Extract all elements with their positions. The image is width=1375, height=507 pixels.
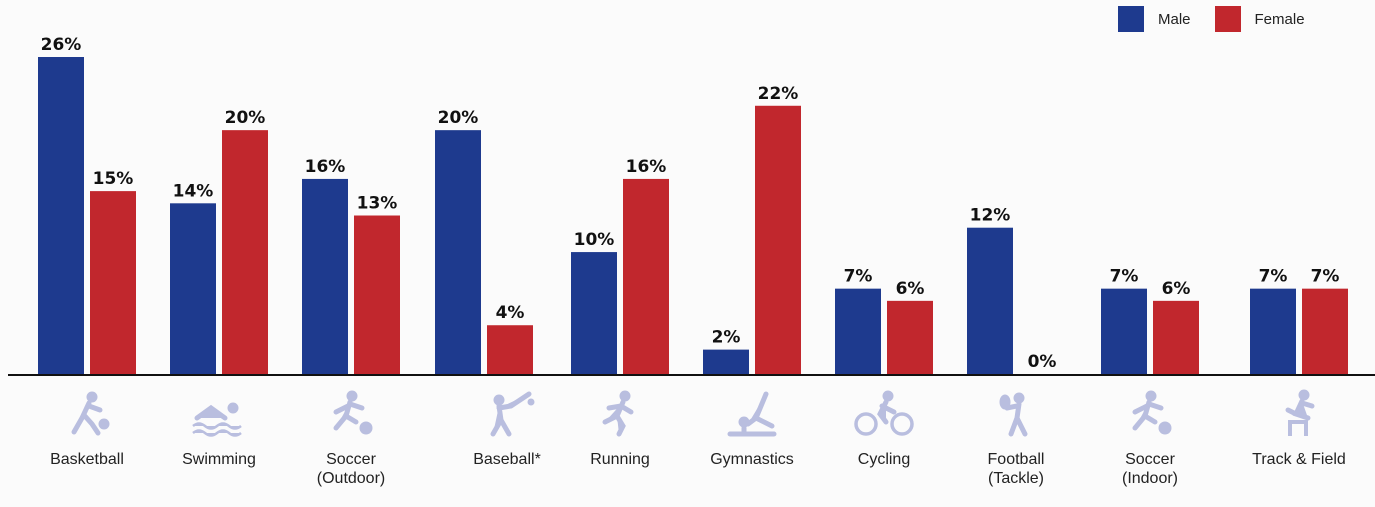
running-icon xyxy=(602,390,634,437)
category-label: Soccer (Indoor) xyxy=(1121,451,1179,487)
category-label: Gymnastics xyxy=(710,451,794,468)
category-football-tackle: Football (Tackle) xyxy=(951,380,1081,488)
category-soccer-indoor: Soccer (Indoor) xyxy=(1085,380,1215,488)
bar-female-9 xyxy=(1302,288,1348,374)
category-row: Basketball Swimming Soccer (Outdoor) Bas… xyxy=(0,380,1375,507)
bar-female-8 xyxy=(1153,300,1199,374)
category-track-field: Track & Field xyxy=(1234,380,1364,469)
data-label-male-5: 2% xyxy=(712,328,741,348)
bar-female-5 xyxy=(755,105,801,375)
category-label: Soccer (Outdoor) xyxy=(316,451,386,487)
data-label-male-9: 7% xyxy=(1259,267,1288,287)
legend-label-male: Male xyxy=(1158,10,1191,28)
data-label-female-5: 22% xyxy=(758,84,799,104)
bar-male-5 xyxy=(703,349,749,374)
legend-item-male: Male xyxy=(1118,6,1191,32)
basketball-icon xyxy=(71,391,110,436)
cycling-icon xyxy=(854,390,914,436)
bar-male-2 xyxy=(302,178,348,374)
bar-male-4 xyxy=(571,252,617,374)
bar-female-4 xyxy=(623,178,669,374)
category-label: Football (Tackle) xyxy=(987,451,1045,487)
category-label: Cycling xyxy=(857,451,911,468)
legend-swatch-male xyxy=(1118,6,1144,32)
category-label: Basketball xyxy=(50,451,124,468)
track-field-icon xyxy=(1285,389,1315,436)
category-label: Baseball* xyxy=(473,451,541,468)
data-label-male-2: 16% xyxy=(305,157,346,177)
bar-female-2 xyxy=(354,215,400,374)
data-label-male-4: 10% xyxy=(574,230,615,250)
bar-male-9 xyxy=(1250,288,1296,374)
data-label-male-8: 7% xyxy=(1110,267,1139,287)
bar-chart: 26% 14% 16% 20% 10% 2% 7% 12% 7% 7% 15% 20% 13% 4% 16%… xyxy=(8,35,1375,376)
data-label-female-8: 6% xyxy=(1162,279,1191,299)
bar-female-3 xyxy=(487,325,533,374)
data-label-female-1: 20% xyxy=(225,108,266,128)
data-label-female-9: 7% xyxy=(1311,267,1340,287)
data-label-female-2: 13% xyxy=(357,194,398,214)
category-gymnastics: Gymnastics xyxy=(687,380,817,469)
bar-female-1 xyxy=(222,130,268,374)
bar-male-0 xyxy=(38,57,84,374)
legend: Male Female xyxy=(1118,6,1329,32)
data-label-female-0: 15% xyxy=(93,169,134,189)
bar-male-8 xyxy=(1101,288,1147,374)
legend-item-female: Female xyxy=(1214,6,1305,32)
data-label-male-0: 26% xyxy=(41,35,82,55)
data-label-female-4: 16% xyxy=(626,157,667,177)
category-label: Running xyxy=(590,451,650,468)
category-label: Swimming xyxy=(182,451,256,468)
category-cycling: Cycling xyxy=(819,380,949,469)
data-label-male-3: 20% xyxy=(438,108,479,128)
bar-female-6 xyxy=(887,300,933,374)
bar-female-0 xyxy=(90,191,136,374)
legend-label-female: Female xyxy=(1254,10,1305,28)
category-soccer-outdoor: Soccer (Outdoor) xyxy=(286,380,416,488)
data-label-female-3: 4% xyxy=(496,303,525,323)
soccer-icon xyxy=(1132,390,1172,435)
football-icon xyxy=(999,392,1028,437)
data-label-male-6: 7% xyxy=(844,267,873,287)
category-baseball: Baseball* xyxy=(442,380,572,469)
data-label-female-6: 6% xyxy=(896,279,925,299)
category-label: Track & Field xyxy=(1252,451,1346,468)
bar-male-7 xyxy=(967,227,1013,374)
bar-male-6 xyxy=(835,288,881,374)
swimming-icon xyxy=(192,402,242,437)
category-basketball: Basketball xyxy=(22,380,152,469)
gymnastics-icon xyxy=(727,391,777,437)
bar-male-3 xyxy=(435,130,481,374)
data-label-female-7: 0% xyxy=(1028,352,1057,372)
category-swimming: Swimming xyxy=(154,380,284,469)
soccer-icon xyxy=(333,390,373,435)
category-running: Running xyxy=(555,380,685,469)
bar-male-1 xyxy=(170,203,216,374)
legend-swatch-female xyxy=(1214,6,1241,32)
data-label-male-7: 12% xyxy=(970,206,1011,226)
data-label-male-1: 14% xyxy=(173,181,214,201)
baseball-icon xyxy=(490,391,535,437)
